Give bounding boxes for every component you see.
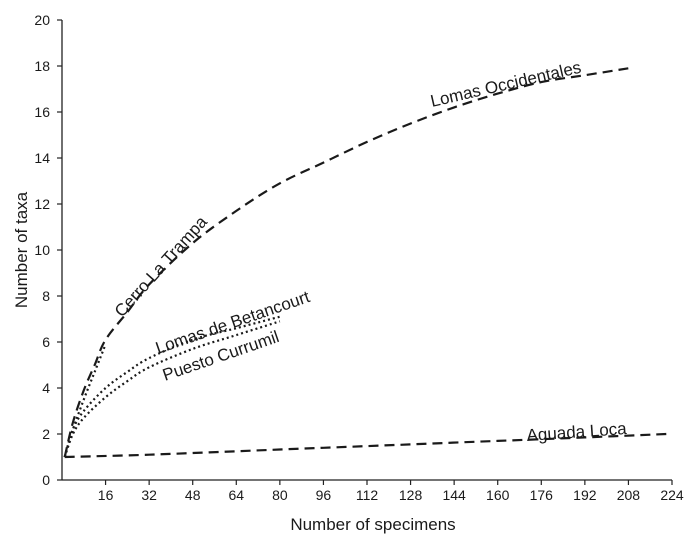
x-tick-label: 16 [98,487,114,503]
series-line-lomas-de-betancourt [63,315,281,458]
x-axis-title: Number of specimens [290,515,455,534]
series-line-cerro-la-trampa [63,343,107,458]
y-tick-label: 12 [34,196,50,212]
x-tick-label: 32 [141,487,157,503]
series-label-aguada-loca: Aguada Loca [526,419,628,445]
x-tick-label: 64 [228,487,244,503]
series-label-lomas-occidentales: Lomas Occidentales [429,58,583,111]
x-tick-label: 192 [573,487,597,503]
x-tick-label: 128 [399,487,423,503]
x-tick-label: 112 [356,487,379,503]
x-tick-label: 176 [530,487,554,503]
y-tick-label: 8 [42,288,50,304]
x-tick-label: 224 [660,487,684,503]
y-tick-label: 18 [34,58,50,74]
series-lines [63,67,667,459]
series-line-lomas-occidentales [63,67,629,458]
x-tick-label: 160 [486,487,510,503]
x-tick-label: 208 [617,487,641,503]
x-tick-label: 48 [185,487,201,503]
y-axis-title: Number of taxa [12,191,31,308]
y-tick-label: 0 [42,472,50,488]
y-tick-label: 20 [34,12,50,28]
series-label-cerro-la-trampa: Cerro La Trampa [111,212,211,321]
y-axis-ticks: 0 2 4 6 8 10 12 14 16 18 20 [34,12,62,488]
x-tick-label: 96 [316,487,332,503]
y-tick-label: 10 [34,242,50,258]
series-line-puesto-currumil [63,320,281,458]
y-tick-label: 14 [34,150,50,166]
y-tick-label: 6 [42,334,50,350]
x-axis-ticks: 16 32 48 64 80 96 112 128 144 160 176 192 208 224 [98,480,684,503]
y-tick-label: 4 [42,380,50,396]
x-tick-label: 144 [442,487,466,503]
y-tick-label: 16 [34,104,50,120]
y-tick-label: 2 [42,426,50,442]
x-tick-label: 80 [272,487,288,503]
